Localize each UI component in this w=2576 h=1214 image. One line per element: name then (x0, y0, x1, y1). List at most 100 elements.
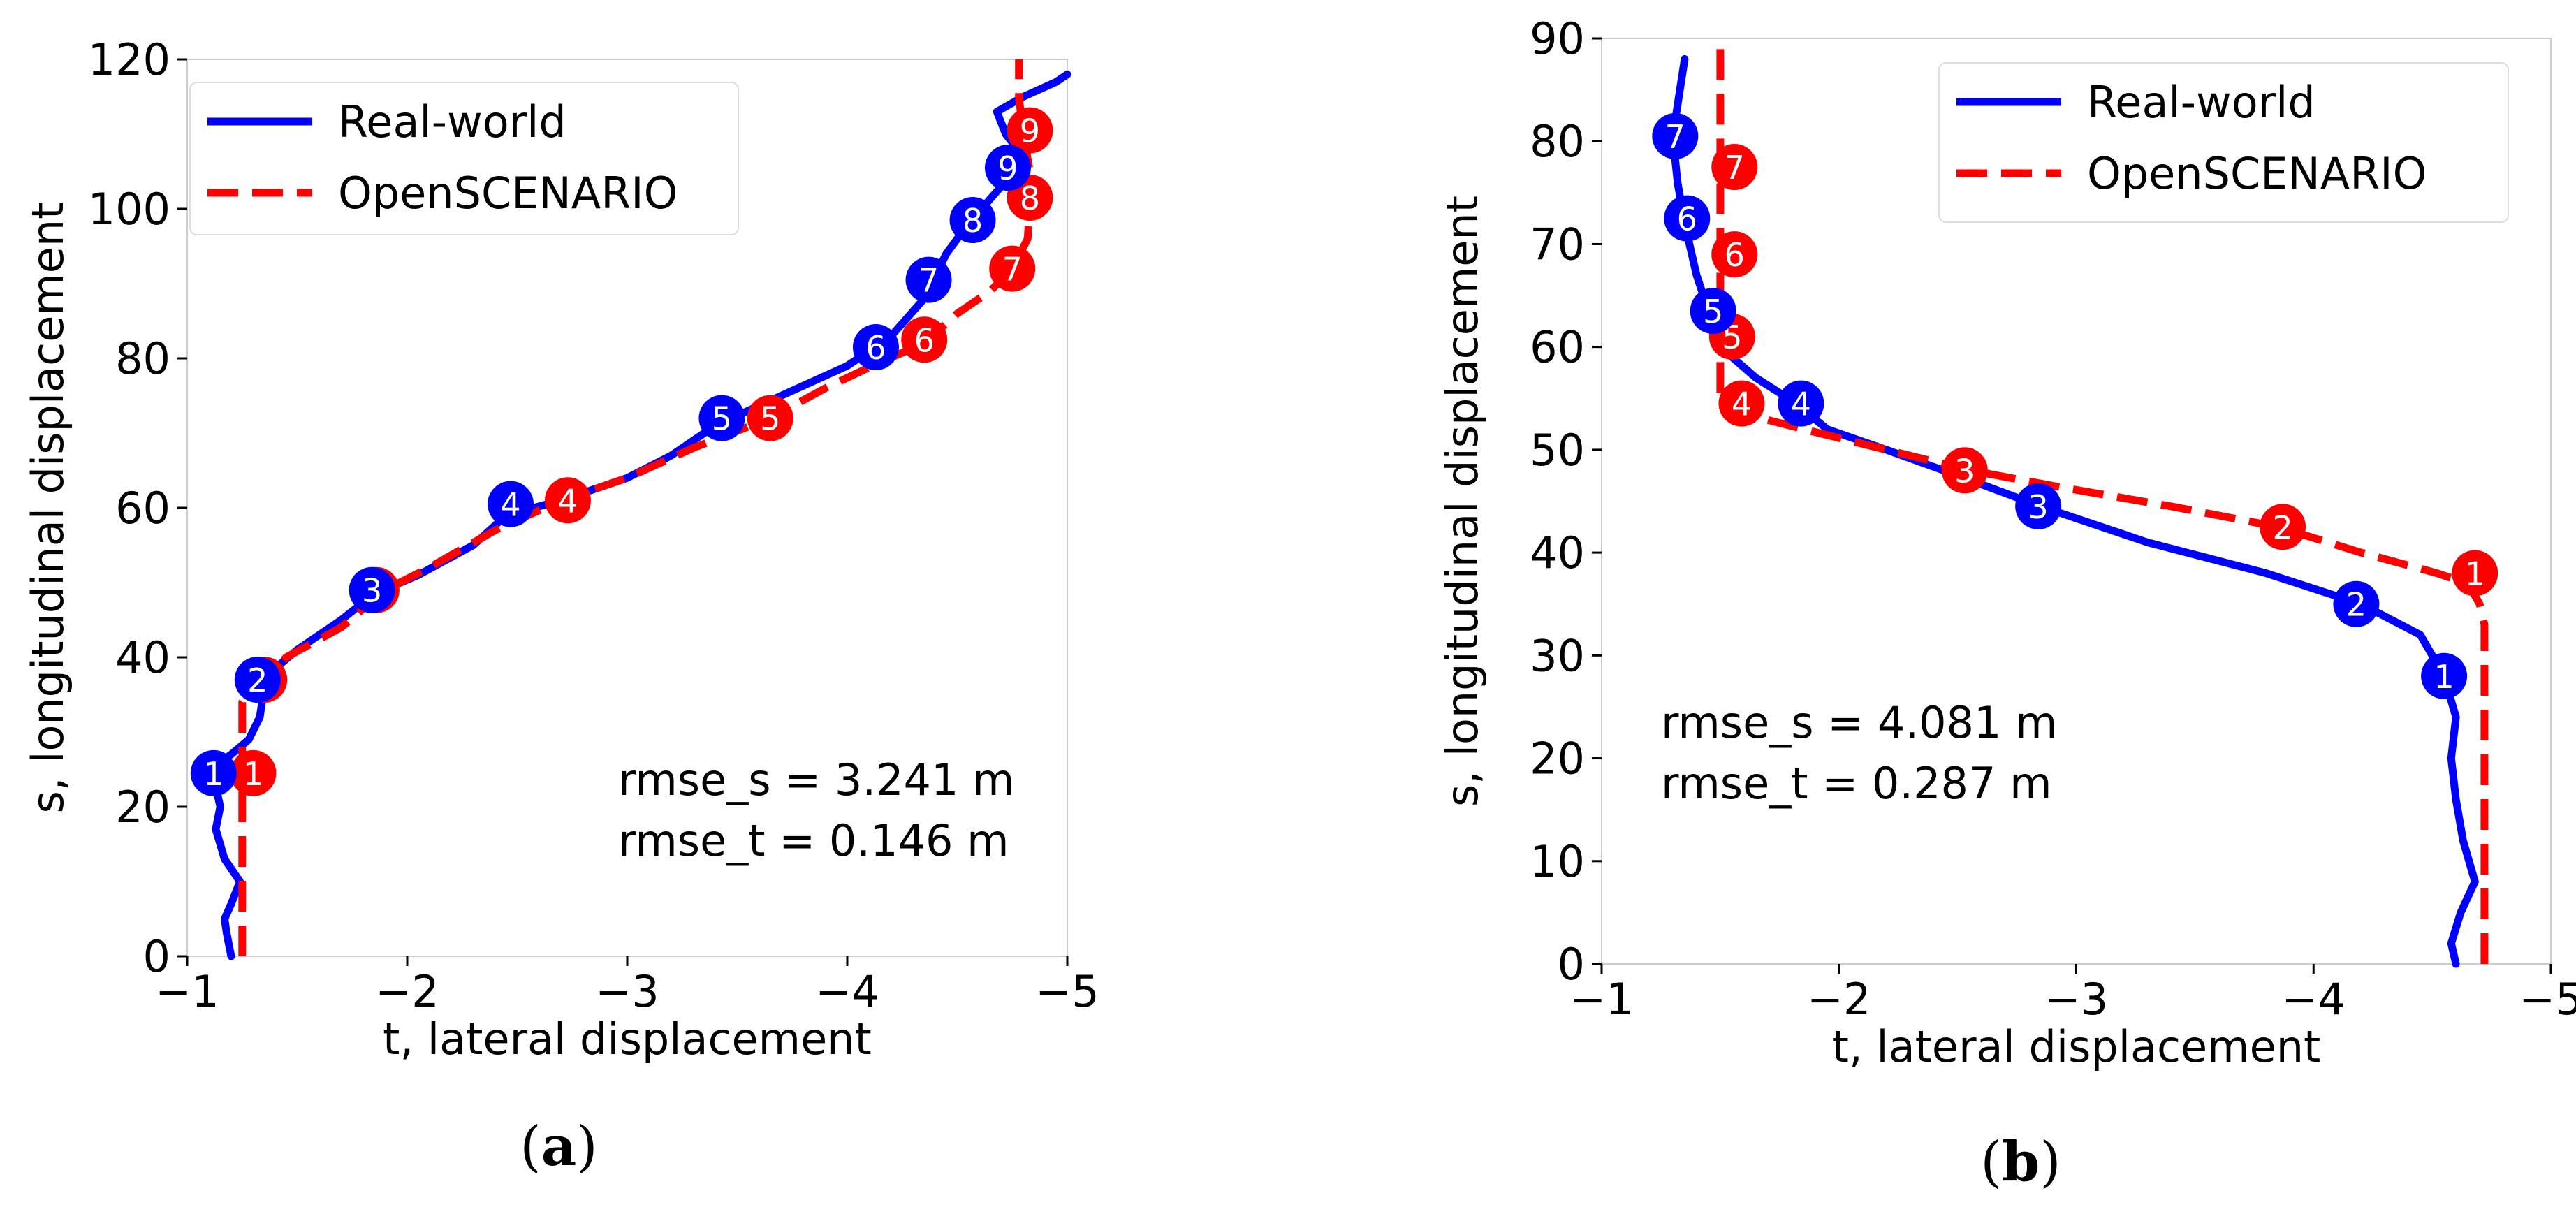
panel-caption: (b) (1980, 1130, 2061, 1194)
y-tick-label: 60 (1530, 322, 1585, 373)
openscenario-marker (1711, 231, 1758, 278)
y-tick-label: 80 (1530, 116, 1585, 167)
legend-box (1938, 62, 2509, 223)
caption-close-paren: ) (2040, 1131, 2061, 1194)
openscenario-marker-label: 7 (1725, 149, 1745, 187)
openscenario-marker-label: 4 (1732, 386, 1752, 423)
caption-letter: a (541, 1115, 577, 1178)
y-tick-label: 120 (88, 34, 170, 85)
real-world-marker (949, 197, 996, 244)
y-axis-label: s, longitudinal displacement (22, 203, 73, 814)
y-tick-label: 100 (88, 184, 170, 235)
legend-openscenario-label: OpenSCENARIO (2087, 148, 2427, 199)
openscenario-marker-label: 6 (1725, 236, 1745, 274)
caption-close-paren: ) (576, 1116, 597, 1178)
openscenario-marker (2452, 550, 2498, 597)
x-tick-label: −3 (595, 966, 659, 1017)
real-world-marker (698, 395, 745, 441)
y-axis-label: s, longitudinal displacement (1437, 196, 1488, 807)
legend-box (189, 82, 739, 235)
openscenario-marker-label: 1 (243, 755, 263, 793)
openscenario-marker-label: 6 (914, 321, 935, 359)
real-world-marker (2015, 483, 2062, 529)
panel-a: −1 −2 −3 −4 −5 0 20 40 60 80 100 120 t, lateral disp… (22, 34, 1099, 1178)
y-tick-label: 10 (1530, 836, 1585, 887)
x-tick-label: −3 (2044, 974, 2108, 1025)
y-tick-label: 60 (115, 483, 170, 534)
openscenario-marker (901, 316, 948, 363)
real-world-marker (852, 323, 899, 370)
y-tick-label: 0 (1558, 939, 1585, 990)
real-world-marker (1664, 195, 1711, 242)
legend: Real-world OpenSCENARIO (189, 82, 739, 235)
real-world-marker-label: 5 (712, 400, 732, 438)
y-tick-label: 40 (115, 632, 170, 683)
real-world-marker (488, 481, 534, 527)
x-tick-label: −1 (155, 966, 219, 1017)
real-world-line (210, 70, 1071, 960)
real-world-marker (1778, 380, 1824, 427)
real-world-marker-label: 5 (1703, 293, 1723, 330)
panel-caption: (a) (520, 1115, 597, 1178)
real-world-marker (2421, 652, 2468, 699)
openscenario-marker-label: 3 (1954, 452, 1975, 490)
openscenario-marker (1711, 144, 1758, 191)
y-tick-label: 40 (1530, 527, 1585, 578)
y-tick-label: 50 (1530, 425, 1585, 476)
real-world-marker-label: 1 (203, 755, 224, 793)
openscenario-marker-label: 2 (2272, 509, 2292, 546)
x-axis-label: t, lateral displacement (1832, 1021, 2321, 1072)
openscenario-marker-label: 8 (1020, 180, 1040, 217)
x-tick-label: −2 (1807, 974, 1871, 1025)
y-tick-label: 20 (1530, 733, 1585, 784)
openscenario-marker (1718, 380, 1765, 427)
y-tick-label: 30 (1530, 630, 1585, 681)
real-world-marker-label: 9 (997, 149, 1018, 187)
real-world-marker (349, 566, 395, 613)
y-tick-label: 90 (1530, 13, 1585, 64)
rmse-t-annotation: rmse_t = 0.287 m (1661, 758, 2052, 809)
x-tick-label: −1 (1569, 974, 1633, 1025)
real-world-marker-label: 2 (2346, 586, 2366, 624)
y-tick-label: 70 (1530, 219, 1585, 270)
x-tick-label: −2 (375, 966, 439, 1017)
real-world-marker-label: 1 (2434, 658, 2454, 696)
openscenario-line (1716, 38, 2489, 964)
caption-open-paren: ( (520, 1116, 541, 1178)
markers: 123456789123456789 (190, 107, 1053, 796)
openscenario-marker (544, 477, 591, 524)
rmse-s-annotation: rmse_s = 3.241 m (618, 754, 1015, 805)
x-tick-label: −5 (1035, 966, 1099, 1017)
openscenario-marker (2260, 504, 2306, 550)
openscenario-marker (747, 395, 793, 441)
real-world-marker (2333, 580, 2380, 627)
panel-b: −1 −2 −3 −4 −5 0 10 20 30 40 50 60 70 80 90 t, lateral … (1437, 13, 2576, 1194)
y-tick-label: 80 (115, 333, 170, 384)
openscenario-marker-label: 9 (1020, 112, 1040, 150)
rmse-s-annotation: rmse_s = 4.081 m (1661, 697, 2058, 748)
real-world-marker (190, 749, 237, 796)
openscenario-marker (1007, 107, 1053, 154)
openscenario-marker-label: 4 (557, 482, 578, 520)
real-world-marker-label: 6 (1677, 200, 1697, 238)
x-tick-label: −5 (2519, 974, 2576, 1025)
openscenario-marker (989, 245, 1036, 292)
real-world-marker-label: 3 (362, 572, 382, 610)
openscenario-marker-label: 5 (760, 400, 780, 438)
real-world-marker-label: 4 (1791, 386, 1811, 423)
openscenario-marker (230, 749, 277, 796)
real-world-marker-label: 4 (500, 486, 520, 524)
real-world-marker-label: 7 (1665, 118, 1685, 156)
y-tick-label: 20 (115, 782, 170, 833)
openscenario-marker-label: 7 (1002, 251, 1023, 288)
caption-open-paren: ( (1980, 1131, 2001, 1194)
caption-letter: b (2002, 1130, 2040, 1194)
real-world-marker (234, 657, 281, 703)
x-axis-label: t, lateral displacement (383, 1014, 872, 1065)
legend-real-world-label: Real-world (338, 96, 566, 147)
real-world-marker-label: 2 (247, 661, 268, 699)
legend-openscenario-label: OpenSCENARIO (338, 168, 678, 219)
rmse-t-annotation: rmse_t = 0.146 m (618, 815, 1009, 866)
